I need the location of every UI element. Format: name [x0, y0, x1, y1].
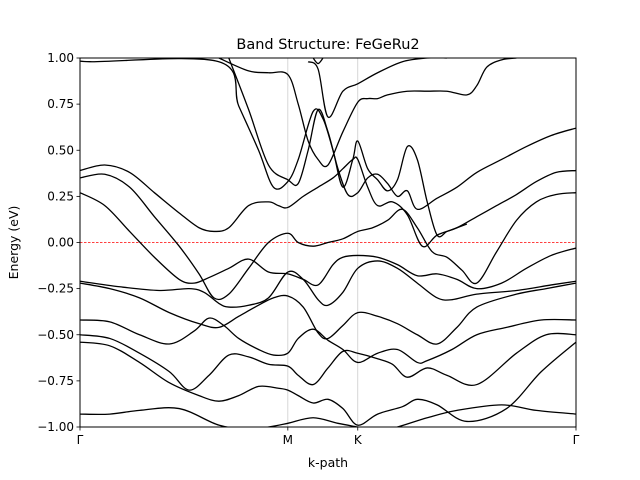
- y-tick-label: 1.00: [47, 51, 74, 65]
- band-lines: [80, 58, 576, 427]
- band-line-8: [80, 173, 576, 301]
- band-line-9: [80, 156, 576, 248]
- x-tick-label: K: [354, 433, 363, 447]
- y-tick-label: 0.25: [47, 189, 74, 203]
- y-tick-label: −0.75: [37, 374, 74, 388]
- bands-group: [80, 58, 576, 427]
- band-line-13: [307, 58, 448, 118]
- chart-title: Band Structure: FeGeRu2: [236, 37, 419, 53]
- band-line-14: [312, 58, 324, 65]
- y-tick-label: −1.00: [37, 420, 74, 434]
- y-axis-ticks: −1.00 −0.75 −0.50 −0.25 0.00 0.25 0.50 0.75 1.00: [37, 51, 80, 434]
- y-axis-label: Energy (eV): [6, 206, 21, 280]
- band-line-3: [80, 332, 576, 391]
- y-tick-label: 0.75: [47, 97, 74, 111]
- band-line-11: [228, 58, 576, 210]
- band-line-1: [80, 404, 576, 427]
- band-line-10: [80, 58, 468, 238]
- x-tick-label: Γ: [573, 433, 580, 447]
- x-tick-label: Γ: [77, 433, 84, 447]
- band-line-2: [80, 341, 576, 426]
- y-tick-label: 0.50: [47, 143, 74, 157]
- x-axis-label: k-path: [308, 455, 348, 470]
- y-tick-label: 0.00: [47, 236, 74, 250]
- band-line-6: [80, 260, 576, 308]
- y-tick-label: −0.50: [37, 328, 74, 342]
- x-tick-label: M: [283, 433, 293, 447]
- band-line-4: [80, 317, 576, 364]
- y-tick-label: −0.25: [37, 282, 74, 296]
- band-line-12: [218, 58, 517, 168]
- band-line-5: [80, 282, 576, 345]
- band-line-7: [80, 192, 576, 290]
